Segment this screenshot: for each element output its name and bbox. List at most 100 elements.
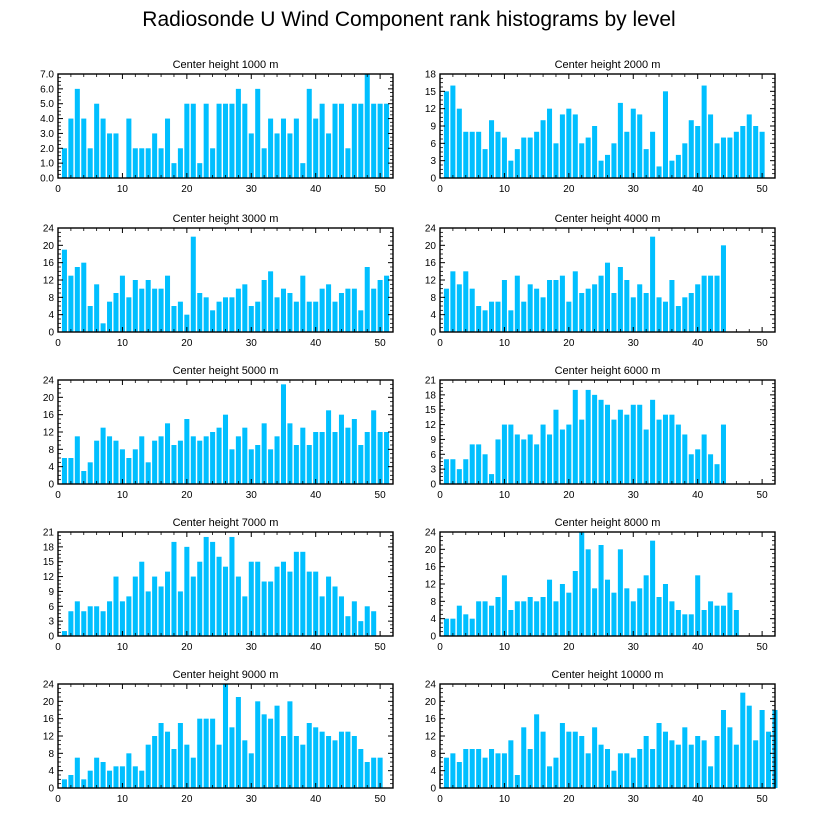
x-tick-label: 50 xyxy=(375,794,387,805)
bar xyxy=(280,384,286,484)
y-tick-label: 8 xyxy=(48,293,54,304)
bar xyxy=(695,126,701,178)
histogram-panel-1: Center height 1000 m 0.0 1.0 2.0 3.0 4.0 5.0 6.… xyxy=(40,59,394,195)
y-tick-label: 18 xyxy=(425,390,437,401)
bar xyxy=(675,610,681,636)
bar xyxy=(68,458,74,484)
bar xyxy=(132,280,138,332)
bar xyxy=(287,423,293,484)
bar xyxy=(482,454,488,484)
bar xyxy=(242,284,248,332)
bar xyxy=(126,596,132,636)
bar xyxy=(579,293,585,332)
bar xyxy=(377,103,383,178)
x-tick-label: 0 xyxy=(437,184,443,195)
bar xyxy=(682,297,688,332)
x-tick-label: 40 xyxy=(310,642,322,653)
bar xyxy=(171,541,177,636)
bar xyxy=(300,427,306,484)
y-tick-label: 6 xyxy=(48,602,54,613)
bar xyxy=(456,605,462,636)
x-tick-label: 50 xyxy=(757,184,769,195)
y-tick-label: 9 xyxy=(48,587,54,598)
bar xyxy=(364,606,370,636)
bar xyxy=(585,753,591,788)
bar xyxy=(688,120,694,178)
bar xyxy=(165,423,171,484)
bar xyxy=(74,88,80,178)
bar xyxy=(592,284,598,332)
bar xyxy=(332,586,338,636)
bar xyxy=(313,571,319,636)
bar xyxy=(248,133,254,178)
bar xyxy=(319,288,325,332)
bar xyxy=(132,766,138,788)
x-tick-label: 50 xyxy=(757,642,769,653)
bar xyxy=(740,692,746,788)
bar xyxy=(184,744,190,788)
histogram-panel-9: Center height 9000 m 0 4 8 12 16 20 24 0 10 20 30 40… xyxy=(43,669,394,805)
bar xyxy=(61,249,67,332)
bar xyxy=(572,271,578,332)
bar xyxy=(489,301,495,332)
bar xyxy=(476,131,482,178)
bar xyxy=(598,744,604,788)
bar xyxy=(553,143,559,178)
bar xyxy=(579,736,585,788)
bar xyxy=(521,727,527,788)
bar xyxy=(592,394,598,484)
bar xyxy=(216,744,222,788)
y-tick-label: 0 xyxy=(48,328,54,339)
bar xyxy=(547,108,553,178)
bar xyxy=(630,757,636,788)
bar xyxy=(165,731,171,788)
bar xyxy=(733,610,739,636)
x-tick-label: 0 xyxy=(55,490,61,501)
bar xyxy=(662,301,668,332)
bar xyxy=(547,579,553,636)
bar xyxy=(371,757,377,788)
bar xyxy=(714,605,720,636)
y-tick-label: 24 xyxy=(43,224,55,235)
bar xyxy=(255,701,261,788)
bar xyxy=(371,410,377,484)
bar xyxy=(235,576,241,636)
bar xyxy=(113,766,119,788)
bar xyxy=(643,575,649,636)
panel-title: Center height 10000 m xyxy=(552,669,664,681)
bar xyxy=(68,275,74,332)
y-tick-label: 4 xyxy=(430,614,436,625)
x-tick-label: 30 xyxy=(246,642,258,653)
bar xyxy=(242,427,248,484)
bar xyxy=(100,427,106,484)
bar xyxy=(527,597,533,636)
bar xyxy=(624,280,630,332)
bar xyxy=(501,280,507,332)
bar xyxy=(242,740,248,788)
y-tick-label: 0 xyxy=(48,632,54,643)
bar xyxy=(345,148,351,178)
bar xyxy=(675,424,681,484)
bar xyxy=(248,561,254,636)
bar xyxy=(280,561,286,636)
bar xyxy=(495,131,501,178)
bar xyxy=(300,744,306,788)
y-tick-label: 1.0 xyxy=(40,159,54,170)
bar xyxy=(313,432,319,484)
bar xyxy=(358,103,364,178)
bar xyxy=(94,606,100,636)
y-tick-label: 15 xyxy=(425,87,437,98)
bar xyxy=(708,275,714,332)
bar xyxy=(540,297,546,332)
y-tick-label: 0 xyxy=(48,480,54,491)
bar xyxy=(501,424,507,484)
bar xyxy=(171,163,177,178)
bar xyxy=(326,284,332,332)
bar xyxy=(695,575,701,636)
bar xyxy=(306,723,312,788)
bar xyxy=(345,731,351,788)
x-tick-label: 30 xyxy=(246,338,258,349)
histogram-panel-3: Center height 3000 m 0 4 8 12 16 20 24 0 10 20 30 40… xyxy=(43,213,394,349)
bar xyxy=(306,445,312,484)
